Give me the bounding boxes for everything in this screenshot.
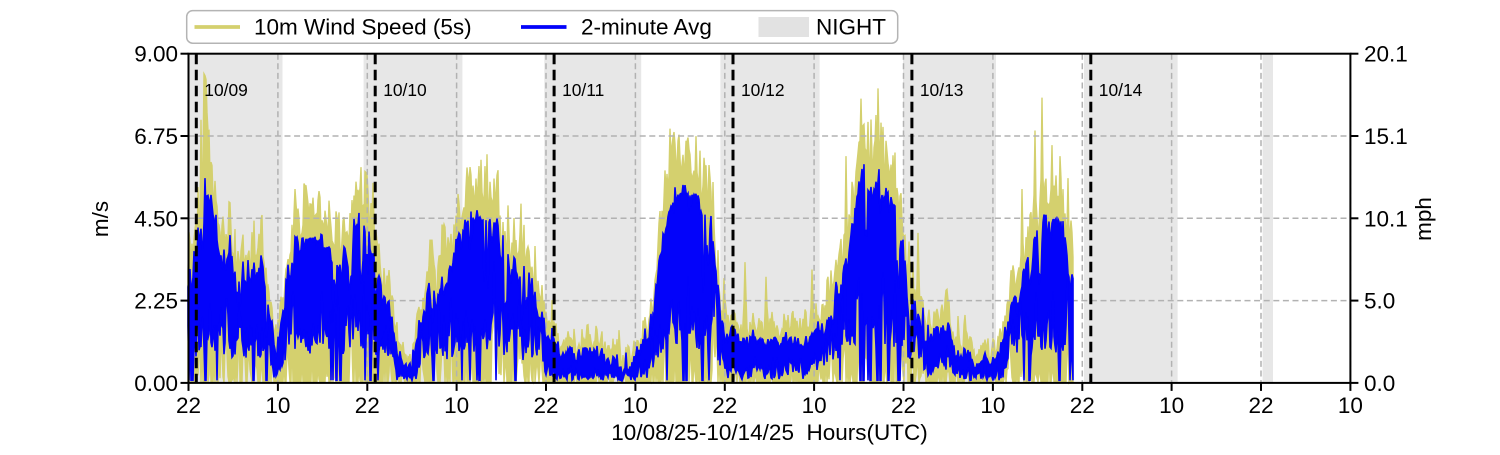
svg-text:4.50: 4.50 xyxy=(134,206,178,231)
svg-text:10: 10 xyxy=(444,393,469,418)
svg-text:2.25: 2.25 xyxy=(134,289,178,314)
svg-text:5.0: 5.0 xyxy=(1364,289,1395,314)
svg-text:10/10: 10/10 xyxy=(383,80,427,100)
svg-text:22: 22 xyxy=(1070,393,1095,418)
svg-text:10/11: 10/11 xyxy=(562,80,604,100)
svg-text:10: 10 xyxy=(1338,393,1363,418)
svg-text:22: 22 xyxy=(176,393,201,418)
svg-text:22: 22 xyxy=(712,393,737,418)
svg-text:10: 10 xyxy=(623,393,648,418)
svg-text:10: 10 xyxy=(1159,393,1184,418)
svg-text:NIGHT: NIGHT xyxy=(816,15,886,40)
svg-text:6.75: 6.75 xyxy=(134,124,178,149)
svg-text:10/09: 10/09 xyxy=(204,80,248,100)
svg-text:10/08/25-10/14/25 Hours(UTC): 10/08/25-10/14/25 Hours(UTC) xyxy=(611,420,927,445)
svg-text:10: 10 xyxy=(265,393,290,418)
svg-text:10/14: 10/14 xyxy=(1099,80,1143,100)
svg-text:15.1: 15.1 xyxy=(1364,124,1408,149)
svg-text:22: 22 xyxy=(891,393,916,418)
svg-text:m/s: m/s xyxy=(88,201,113,237)
svg-text:22: 22 xyxy=(1248,393,1273,418)
svg-text:10: 10 xyxy=(802,393,827,418)
svg-text:mph: mph xyxy=(1411,197,1436,241)
svg-text:2-minute Avg: 2-minute Avg xyxy=(581,15,712,40)
svg-text:0.00: 0.00 xyxy=(134,371,178,396)
svg-text:22: 22 xyxy=(355,393,380,418)
svg-text:20.1: 20.1 xyxy=(1364,42,1408,67)
svg-text:10m Wind Speed (5s): 10m Wind Speed (5s) xyxy=(254,15,472,40)
svg-text:22: 22 xyxy=(533,393,558,418)
svg-text:10/12: 10/12 xyxy=(741,80,785,100)
svg-text:10.1: 10.1 xyxy=(1364,206,1408,231)
svg-text:10: 10 xyxy=(980,393,1005,418)
svg-text:10/13: 10/13 xyxy=(920,80,964,100)
svg-text:9.00: 9.00 xyxy=(134,42,178,67)
svg-text:0.0: 0.0 xyxy=(1364,371,1395,396)
